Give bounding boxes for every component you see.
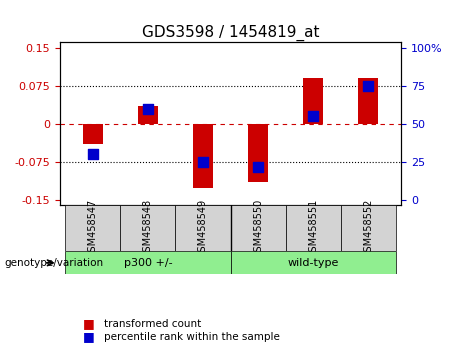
Text: genotype/variation: genotype/variation (5, 258, 104, 268)
Point (364, 83, 372, 88)
FancyBboxPatch shape (120, 205, 176, 251)
Bar (359, 78, 378, 124)
FancyBboxPatch shape (230, 251, 396, 274)
Text: GSM458551: GSM458551 (308, 199, 318, 258)
Point (199, 159, 207, 165)
Point (309, 113, 317, 119)
FancyBboxPatch shape (65, 205, 120, 251)
Bar (138, 106, 158, 124)
Text: GSM458549: GSM458549 (198, 199, 208, 258)
FancyBboxPatch shape (341, 205, 396, 251)
FancyBboxPatch shape (176, 205, 230, 251)
FancyBboxPatch shape (285, 205, 341, 251)
Text: transformed count: transformed count (104, 319, 201, 329)
Text: GSM458548: GSM458548 (143, 199, 153, 258)
FancyBboxPatch shape (65, 251, 230, 274)
Bar (248, 124, 268, 182)
Text: ■: ■ (83, 318, 95, 330)
Text: GSM458550: GSM458550 (253, 199, 263, 258)
Text: percentile rank within the sample: percentile rank within the sample (104, 332, 280, 342)
Bar (303, 78, 323, 124)
Bar (83, 124, 103, 144)
Text: ■: ■ (83, 331, 95, 343)
Text: p300 +/-: p300 +/- (124, 258, 172, 268)
Bar (193, 124, 213, 188)
Point (144, 106, 152, 112)
Text: GSM458552: GSM458552 (363, 199, 373, 258)
Text: GSM458547: GSM458547 (88, 199, 98, 258)
Point (254, 164, 262, 170)
FancyBboxPatch shape (230, 205, 285, 251)
Point (89, 152, 97, 157)
Text: wild-type: wild-type (287, 258, 339, 268)
Text: GDS3598 / 1454819_at: GDS3598 / 1454819_at (142, 25, 319, 41)
